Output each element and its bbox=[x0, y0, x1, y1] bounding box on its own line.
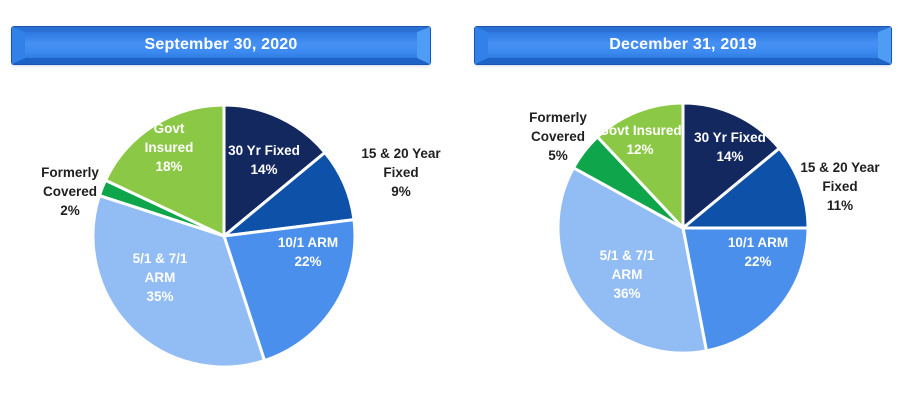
pie-chart-september-2020: 30 Yr Fixed 14% 15 & 20 Year Fixed 9% 10/1 AR… bbox=[41, 103, 441, 369]
pie-label-10-1-arm: 10/1 ARM 22% bbox=[278, 235, 338, 269]
pie-slice-5-1-7-1-arm bbox=[91, 194, 266, 369]
pie-label-15-20-year-fixed: 15 & 20 Year Fixed 9% bbox=[361, 146, 441, 199]
pie-label-govt-insured: Govt Insured 12% bbox=[598, 123, 681, 157]
pie-label-10-1-arm: 10/1 ARM 22% bbox=[728, 235, 788, 269]
pie-slice-30-yr-fixed bbox=[681, 101, 781, 230]
pie-slice-5-1-7-1-arm bbox=[556, 166, 708, 355]
pie-slice-15-20-year-fixed bbox=[681, 146, 810, 230]
pie-slice-10-1-arm bbox=[681, 226, 810, 353]
pie-label-15-20-year-fixed: 15 & 20 Year Fixed 11% bbox=[800, 160, 880, 213]
pie-slice-10-1-arm bbox=[222, 218, 357, 363]
banner-december-2019: December 31, 2019 bbox=[475, 27, 891, 64]
pie-chart-december-2019: 30 Yr Fixed 14% 15 & 20 Year Fixed 11% 10/1 A… bbox=[529, 101, 880, 355]
pie-slice-govt-insured bbox=[595, 101, 685, 230]
pie-label-5-1-7-1-arm: 5/1 & 7/1 ARM 35% bbox=[133, 251, 188, 304]
pie-label-5-1-7-1-arm: 5/1 & 7/1 ARM 36% bbox=[600, 248, 655, 301]
pie-label-30-yr-fixed: 30 Yr Fixed 14% bbox=[694, 130, 766, 164]
pie-label-formerly-covered: Formerly Covered 2% bbox=[41, 165, 99, 218]
pie-label-30-yr-fixed: 30 Yr Fixed 14% bbox=[228, 143, 300, 177]
pie-slice-30-yr-fixed bbox=[222, 103, 327, 238]
banner-title-right: December 31, 2019 bbox=[609, 36, 757, 53]
pie-label-formerly-covered: Formerly Covered 5% bbox=[529, 110, 587, 163]
banner-title-left: September 30, 2020 bbox=[144, 36, 298, 53]
pie-label-govt-insured: Govt Insured 18% bbox=[145, 121, 194, 174]
pie-slice-govt-insured bbox=[103, 103, 226, 238]
banner-september-2020: September 30, 2020 bbox=[12, 27, 430, 64]
